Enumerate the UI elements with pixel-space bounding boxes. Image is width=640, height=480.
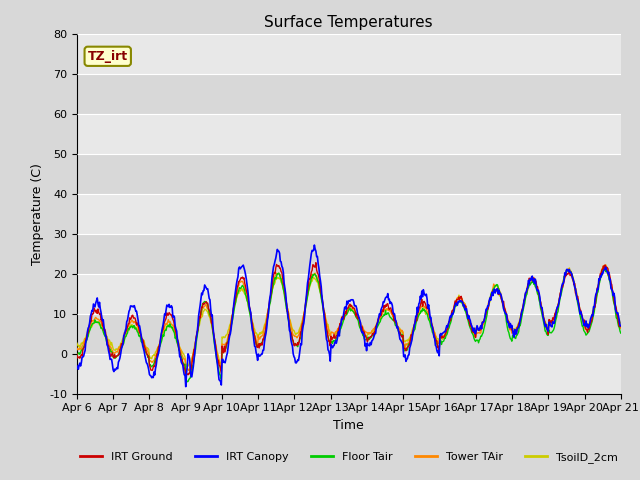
Bar — [77, 73, 621, 114]
Title: Surface Temperatures: Surface Temperatures — [264, 15, 433, 30]
X-axis label: Time: Time — [333, 419, 364, 432]
Text: TZ_irt: TZ_irt — [88, 50, 128, 63]
Bar — [77, 193, 621, 234]
Bar — [77, 154, 621, 193]
Bar — [77, 34, 621, 73]
Bar — [77, 234, 621, 274]
Legend: IRT Ground, IRT Canopy, Floor Tair, Tower TAir, TsoilD_2cm: IRT Ground, IRT Canopy, Floor Tair, Towe… — [76, 447, 622, 467]
Y-axis label: Temperature (C): Temperature (C) — [31, 163, 44, 264]
Bar — [77, 313, 621, 354]
Bar — [77, 114, 621, 154]
Bar — [77, 274, 621, 313]
Bar — [77, 354, 621, 394]
